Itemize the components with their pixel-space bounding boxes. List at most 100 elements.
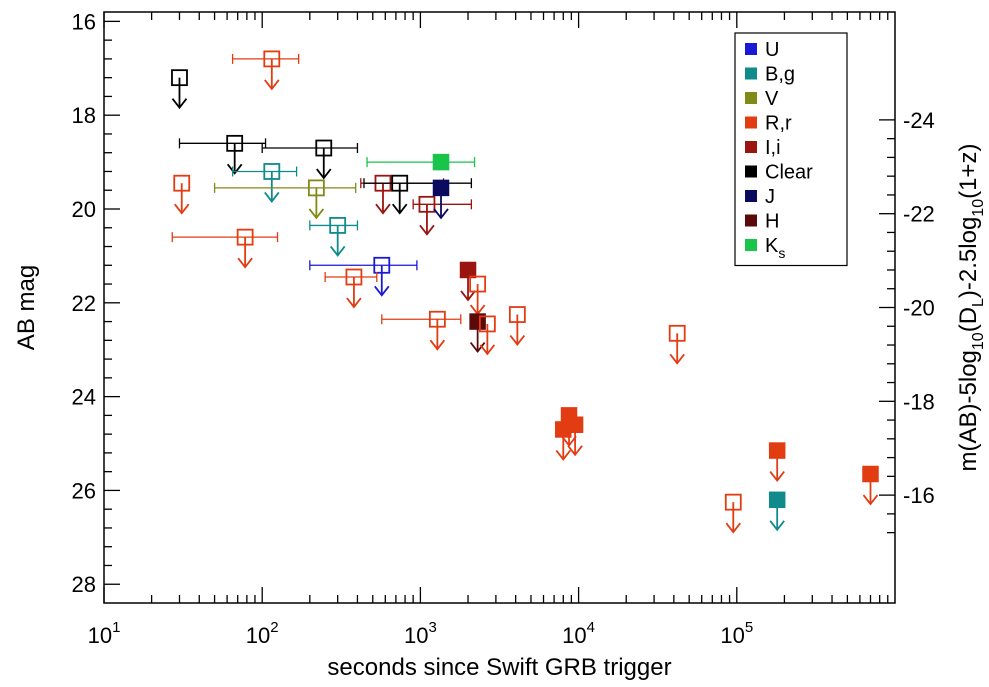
data-point xyxy=(508,306,526,347)
marker-filled xyxy=(432,179,450,197)
marker-open xyxy=(508,306,526,323)
data-point xyxy=(381,310,462,351)
legend-label: J xyxy=(765,186,775,208)
data-point xyxy=(360,174,445,215)
limit-arrow-head xyxy=(469,342,486,354)
y-tick-label: 18 xyxy=(72,103,96,128)
legend-label: V xyxy=(765,88,779,110)
limit-arrow-head xyxy=(433,208,449,220)
y-axis-title: AB mag xyxy=(13,265,40,350)
limit-arrow-head xyxy=(374,285,390,297)
limit-arrow-head xyxy=(264,79,280,91)
legend-swatch xyxy=(745,67,757,80)
marker-open xyxy=(668,324,686,342)
legend-label: Ks xyxy=(765,235,785,261)
data-point xyxy=(231,163,298,203)
limit-arrow-head xyxy=(725,522,741,534)
data-point xyxy=(324,268,378,309)
marker-open xyxy=(373,256,391,274)
legend-swatch xyxy=(745,92,757,104)
y2-axis-title: m(AB)-5log10(DL)-2.5log10(1+z) xyxy=(955,144,987,472)
marker-filled xyxy=(469,313,486,330)
marker-open xyxy=(478,315,496,333)
marker-filled xyxy=(566,416,584,434)
marker-open xyxy=(236,228,254,246)
marker-open xyxy=(391,174,409,192)
data-point xyxy=(173,174,191,215)
limit-arrow-head xyxy=(419,224,435,236)
x-tick-label: 104 xyxy=(562,619,595,648)
data-point xyxy=(363,174,473,215)
marker-open xyxy=(226,134,244,152)
limit-arrow-head xyxy=(329,245,346,257)
plot-area xyxy=(171,50,879,534)
limit-arrow-head xyxy=(226,163,243,175)
y2-tick-label: -20 xyxy=(903,296,935,321)
data-point xyxy=(213,179,357,220)
axes: 101 102 103 104 105 seconds since Swift GRB t… xyxy=(13,9,987,681)
data-point xyxy=(862,465,879,506)
x-tick-label: 103 xyxy=(404,619,437,648)
legend-swatch xyxy=(745,214,757,227)
marker-open xyxy=(329,217,347,234)
marker-open xyxy=(724,493,742,511)
data-point xyxy=(469,313,486,354)
data-point xyxy=(171,228,279,269)
y2-tick-label: -18 xyxy=(903,389,935,414)
data-point xyxy=(309,217,359,257)
marker-open xyxy=(418,195,436,213)
legend-swatch xyxy=(745,190,757,202)
y-tick-label: 20 xyxy=(72,197,96,222)
marker-filled xyxy=(862,465,879,483)
x-tick-label: 105 xyxy=(720,619,753,648)
limit-arrow-head xyxy=(429,339,446,351)
marker-open xyxy=(469,275,487,293)
limit-arrow-head xyxy=(346,297,362,309)
y-tick-label: 26 xyxy=(72,478,96,503)
legend-swatch xyxy=(745,239,757,251)
marker-open xyxy=(345,268,363,286)
y-tick-label: 22 xyxy=(72,291,96,316)
marker-open xyxy=(428,310,446,328)
data-point xyxy=(768,491,786,532)
limit-arrow-head xyxy=(171,98,188,110)
legend-label: U xyxy=(765,39,779,61)
y2-tick-label: -24 xyxy=(903,108,935,133)
legend-swatch xyxy=(745,116,757,129)
limit-arrow-head xyxy=(555,449,571,461)
limit-arrow-head xyxy=(509,334,526,347)
data-point xyxy=(178,134,267,175)
limit-arrow-head xyxy=(174,203,190,215)
limit-arrow-head xyxy=(769,471,785,483)
marker-open xyxy=(263,50,281,68)
limit-arrow-head xyxy=(479,344,496,356)
data-point xyxy=(366,153,476,171)
limit-arrow-head xyxy=(669,353,685,365)
marker-filled xyxy=(768,491,786,509)
limit-arrow-head xyxy=(561,435,577,447)
y-tick-label: 24 xyxy=(72,385,96,410)
data-point xyxy=(261,139,359,180)
limit-arrow-head xyxy=(567,445,583,457)
legend-label: I,i xyxy=(765,137,781,159)
marker-open xyxy=(263,163,281,180)
limit-arrow-head xyxy=(264,191,280,203)
data-point xyxy=(171,69,188,110)
data-point xyxy=(478,315,496,356)
data-point xyxy=(459,261,477,302)
marker-open xyxy=(307,179,325,197)
limit-arrow-head xyxy=(375,203,391,215)
data-point xyxy=(724,493,742,534)
data-point xyxy=(412,195,473,236)
legend-swatch xyxy=(745,165,757,178)
x-tick-label: 102 xyxy=(246,619,279,648)
y-tick-label: 28 xyxy=(72,572,96,597)
legend-label: R,r xyxy=(765,113,792,135)
y2-tick-label: -22 xyxy=(903,202,935,227)
marker-open xyxy=(315,139,333,157)
data-point xyxy=(768,442,786,483)
marker-open xyxy=(171,69,188,87)
limit-arrow-head xyxy=(308,208,325,220)
limit-arrow-head xyxy=(316,168,332,180)
